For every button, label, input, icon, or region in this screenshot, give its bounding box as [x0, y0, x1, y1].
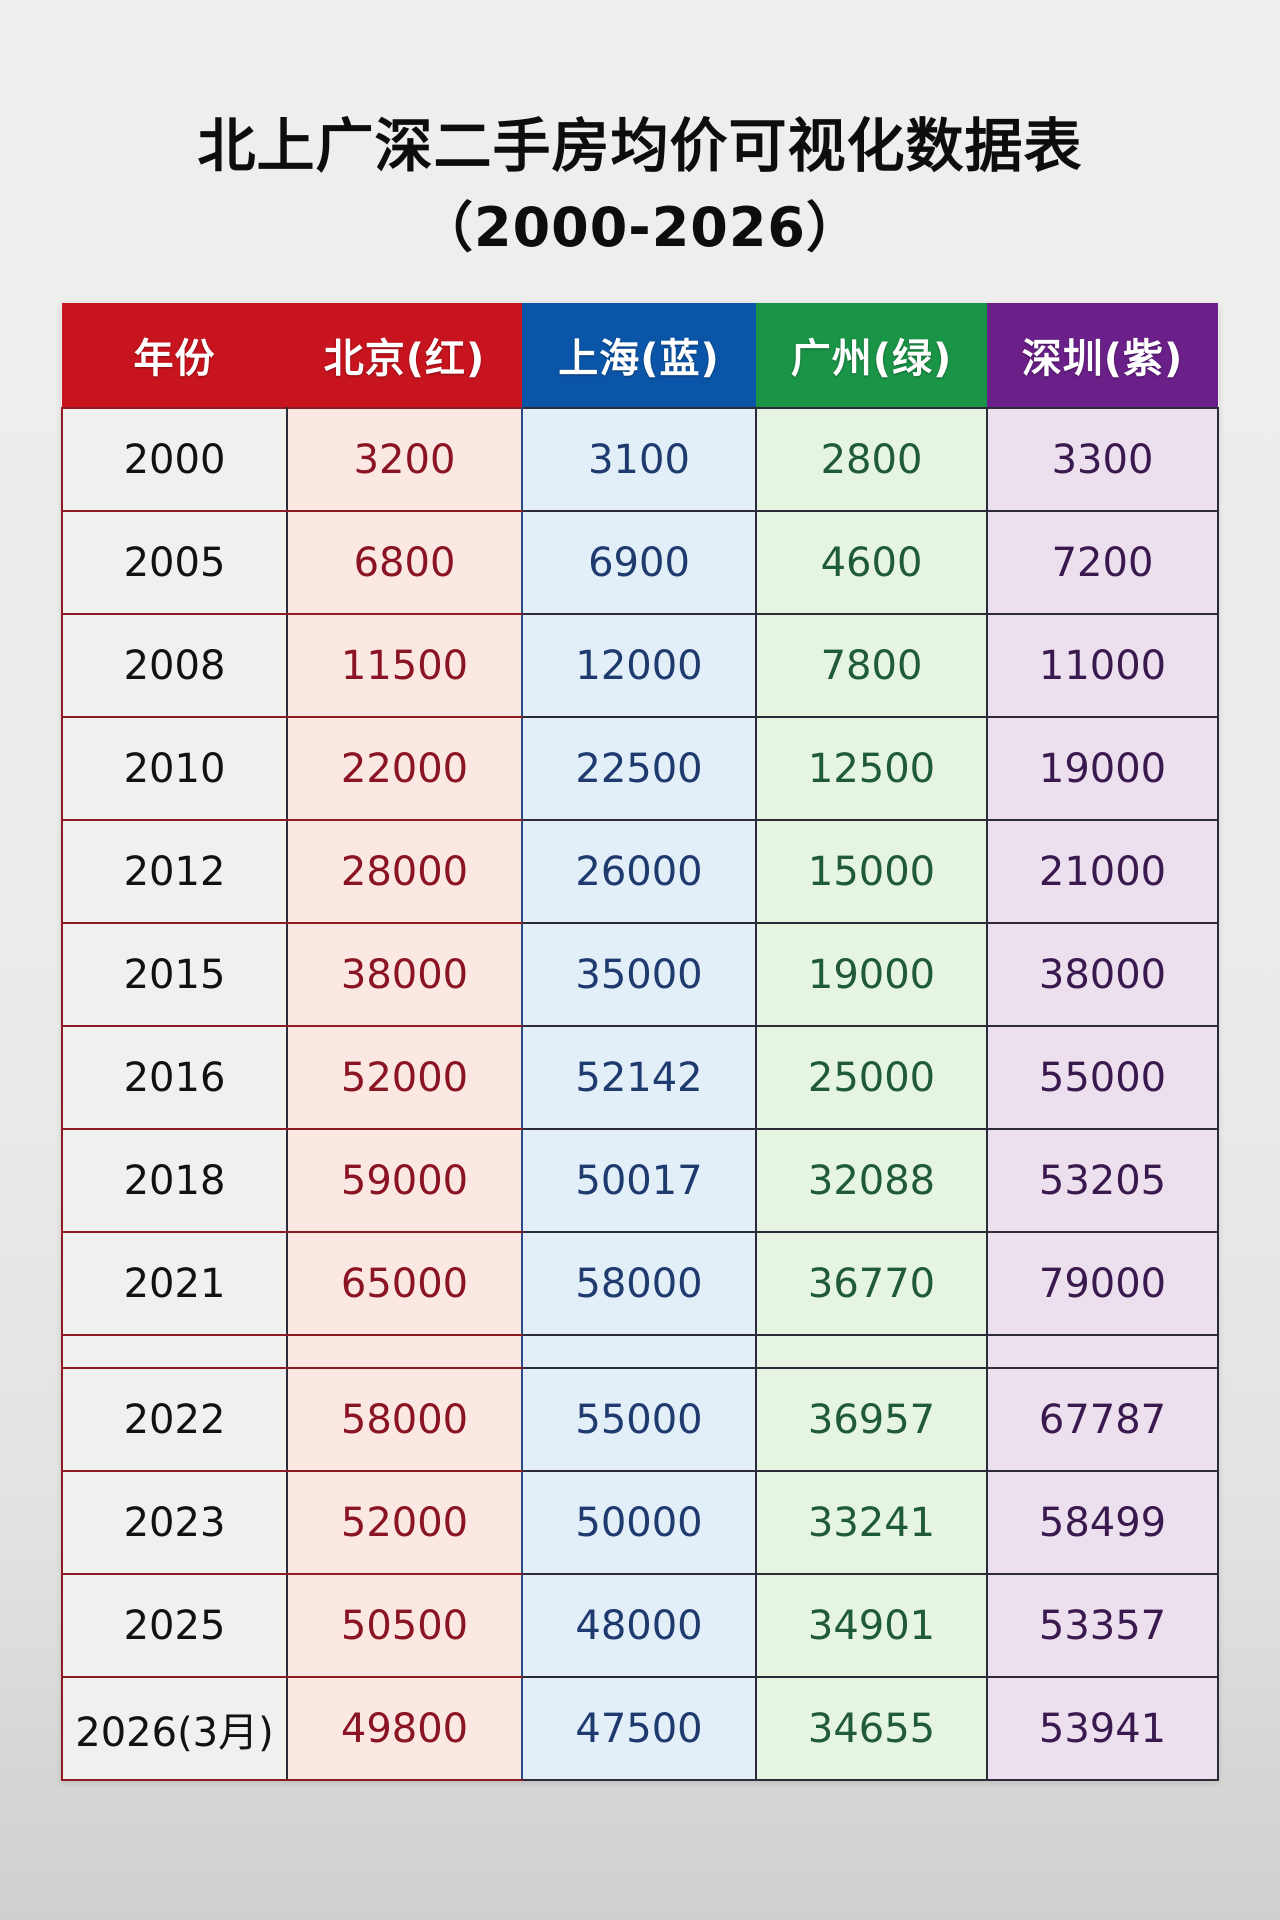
- cell-beijing: 6800: [286, 510, 523, 615]
- cell-shanghai: 55000: [521, 1367, 757, 1472]
- cell-year: 2012: [61, 819, 288, 924]
- table-header-row: 年份 北京(红) 上海(蓝) 广州(绿) 深圳(紫): [62, 303, 1218, 408]
- cell-guangzhou: 4600: [755, 510, 988, 615]
- cell-year: 2016: [61, 1025, 288, 1130]
- cell-beijing: 28000: [286, 819, 523, 924]
- cell-shenzhen: 53357: [986, 1573, 1219, 1678]
- table-row: 2016 52000 52142 25000 55000: [61, 1025, 1219, 1130]
- cell-year: 2015: [61, 922, 288, 1027]
- cell-shanghai: 35000: [521, 922, 757, 1027]
- table-row-spacer: [61, 1334, 1219, 1369]
- table-row: 2021 65000 58000 36770 79000: [61, 1231, 1219, 1336]
- cell-guangzhou: 15000: [755, 819, 988, 924]
- cell-shanghai: 26000: [521, 819, 757, 924]
- cell-year: 2025: [61, 1573, 288, 1678]
- cell-guangzhou: 2800: [755, 407, 988, 512]
- cell-shenzhen: 53205: [986, 1128, 1219, 1233]
- cell-guangzhou: 7800: [755, 613, 988, 718]
- cell-guangzhou: 34901: [755, 1573, 988, 1678]
- cell-shanghai: 48000: [521, 1573, 757, 1678]
- cell-shanghai: 58000: [521, 1231, 757, 1336]
- cell-beijing: 52000: [286, 1470, 523, 1575]
- price-table: 年份 北京(红) 上海(蓝) 广州(绿) 深圳(紫) 2000 3200 310…: [61, 303, 1219, 1781]
- cell-beijing: 65000: [286, 1231, 523, 1336]
- cell-shanghai: 47500: [521, 1676, 757, 1781]
- cell-empty: [521, 1334, 757, 1369]
- cell-year: 2022: [61, 1367, 288, 1472]
- table-row: 2005 6800 6900 4600 7200: [61, 510, 1219, 615]
- cell-year: 2018: [61, 1128, 288, 1233]
- cell-guangzhou: 25000: [755, 1025, 988, 1130]
- table-row: 2008 11500 12000 7800 11000: [61, 613, 1219, 718]
- cell-beijing: 3200: [286, 407, 523, 512]
- cell-beijing: 38000: [286, 922, 523, 1027]
- cell-year: 2005: [61, 510, 288, 615]
- cell-empty: [286, 1334, 523, 1369]
- cell-guangzhou: 32088: [755, 1128, 988, 1233]
- cell-beijing: 11500: [286, 613, 523, 718]
- table-row: 2022 58000 55000 36957 67787: [61, 1367, 1219, 1472]
- cell-beijing: 50500: [286, 1573, 523, 1678]
- header-shenzhen: 深圳(紫): [987, 303, 1218, 408]
- cell-shenzhen: 55000: [986, 1025, 1219, 1130]
- cell-shenzhen: 3300: [986, 407, 1219, 512]
- cell-shanghai: 50017: [521, 1128, 757, 1233]
- header-shanghai: 上海(蓝): [522, 303, 756, 408]
- table-row: 2023 52000 50000 33241 58499: [61, 1470, 1219, 1575]
- title-year-range: （2000-2026）: [419, 196, 861, 259]
- cell-shenzhen: 67787: [986, 1367, 1219, 1472]
- header-guangzhou: 广州(绿): [756, 303, 987, 408]
- cell-shanghai: 50000: [521, 1470, 757, 1575]
- cell-year: 2026(3月): [61, 1676, 288, 1781]
- table-row: 2000 3200 3100 2800 3300: [61, 407, 1219, 512]
- cell-guangzhou: 34655: [755, 1676, 988, 1781]
- cell-beijing: 59000: [286, 1128, 523, 1233]
- table-row: 2026(3月) 49800 47500 34655 53941: [61, 1676, 1219, 1781]
- cell-shenzhen: 7200: [986, 510, 1219, 615]
- cell-year: 2010: [61, 716, 288, 821]
- cell-beijing: 52000: [286, 1025, 523, 1130]
- cell-shanghai: 52142: [521, 1025, 757, 1130]
- cell-shenzhen: 19000: [986, 716, 1219, 821]
- table-row: 2018 59000 50017 32088 53205: [61, 1128, 1219, 1233]
- cell-guangzhou: 33241: [755, 1470, 988, 1575]
- cell-year: 2000: [61, 407, 288, 512]
- cell-shenzhen: 58499: [986, 1470, 1219, 1575]
- cell-shenzhen: 79000: [986, 1231, 1219, 1336]
- cell-guangzhou: 36957: [755, 1367, 988, 1472]
- cell-shanghai: 12000: [521, 613, 757, 718]
- page-title: 北上广深二手房均价可视化数据表 （2000-2026）: [0, 104, 1280, 268]
- cell-year: 2008: [61, 613, 288, 718]
- table-row: 2025 50500 48000 34901 53357: [61, 1573, 1219, 1678]
- cell-shenzhen: 11000: [986, 613, 1219, 718]
- table-row: 2010 22000 22500 12500 19000: [61, 716, 1219, 821]
- cell-year: 2023: [61, 1470, 288, 1575]
- title-main: 北上广深二手房均价可视化数据表: [197, 112, 1083, 180]
- cell-year: 2021: [61, 1231, 288, 1336]
- table-row: 2012 28000 26000 15000 21000: [61, 819, 1219, 924]
- table-row: 2015 38000 35000 19000 38000: [61, 922, 1219, 1027]
- cell-guangzhou: 12500: [755, 716, 988, 821]
- cell-empty: [755, 1334, 988, 1369]
- cell-beijing: 58000: [286, 1367, 523, 1472]
- cell-shenzhen: 38000: [986, 922, 1219, 1027]
- cell-beijing: 22000: [286, 716, 523, 821]
- cell-guangzhou: 36770: [755, 1231, 988, 1336]
- cell-beijing: 49800: [286, 1676, 523, 1781]
- header-year: 年份: [62, 303, 287, 408]
- cell-empty: [986, 1334, 1219, 1369]
- cell-shenzhen: 53941: [986, 1676, 1219, 1781]
- cell-shanghai: 6900: [521, 510, 757, 615]
- cell-shanghai: 22500: [521, 716, 757, 821]
- cell-empty: [61, 1334, 288, 1369]
- cell-shanghai: 3100: [521, 407, 757, 512]
- cell-guangzhou: 19000: [755, 922, 988, 1027]
- cell-shenzhen: 21000: [986, 819, 1219, 924]
- header-beijing: 北京(红): [287, 303, 522, 408]
